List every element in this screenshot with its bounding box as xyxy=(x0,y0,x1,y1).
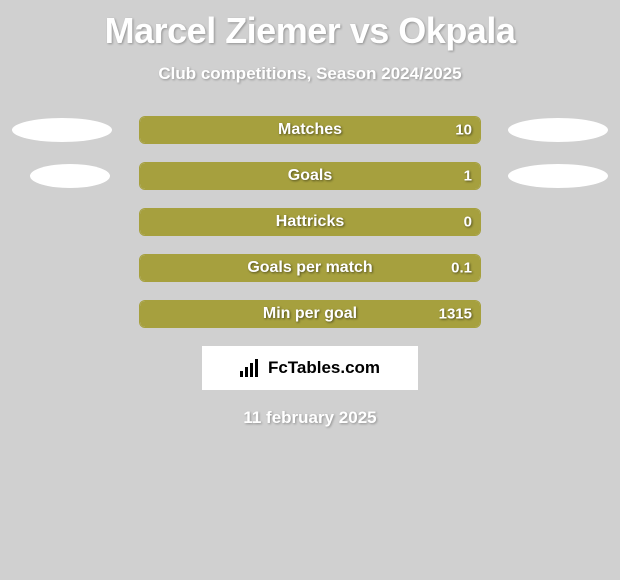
bar-label: Min per goal xyxy=(263,305,357,323)
chart-area: Matches 10 Goals 1 Hattricks 0 Goals per match… xyxy=(0,116,620,328)
stat-row: Goals 1 xyxy=(0,162,620,190)
bar-label: Matches xyxy=(278,121,342,139)
bar-track: Min per goal 1315 xyxy=(139,300,481,328)
stat-row: Matches 10 xyxy=(0,116,620,144)
stat-row: Hattricks 0 xyxy=(0,208,620,236)
right-player-marker xyxy=(508,164,608,188)
bar-label: Goals per match xyxy=(247,259,372,277)
bar-value: 1315 xyxy=(439,306,472,323)
left-player-marker xyxy=(30,164,110,188)
source-label: FcTables.com xyxy=(268,358,380,378)
stat-row: Goals per match 0.1 xyxy=(0,254,620,282)
bar-track: Goals 1 xyxy=(139,162,481,190)
comparison-infographic: Marcel Ziemer vs Okpala Club competition… xyxy=(0,0,620,438)
bar-value: 10 xyxy=(455,122,472,139)
date-line: 11 february 2025 xyxy=(0,408,620,428)
stat-row: Min per goal 1315 xyxy=(0,300,620,328)
bar-label: Goals xyxy=(288,167,332,185)
right-player-marker xyxy=(508,118,608,142)
bar-value: 0.1 xyxy=(451,260,472,277)
chart-icon xyxy=(240,359,262,377)
page-title: Marcel Ziemer vs Okpala xyxy=(0,10,620,52)
bar-track: Matches 10 xyxy=(139,116,481,144)
bar-value: 1 xyxy=(464,168,472,185)
bar-value: 0 xyxy=(464,214,472,231)
bar-label: Hattricks xyxy=(276,213,344,231)
bar-track: Goals per match 0.1 xyxy=(139,254,481,282)
left-player-marker xyxy=(12,118,112,142)
subtitle: Club competitions, Season 2024/2025 xyxy=(0,64,620,84)
source-badge: FcTables.com xyxy=(202,346,418,390)
bar-track: Hattricks 0 xyxy=(139,208,481,236)
